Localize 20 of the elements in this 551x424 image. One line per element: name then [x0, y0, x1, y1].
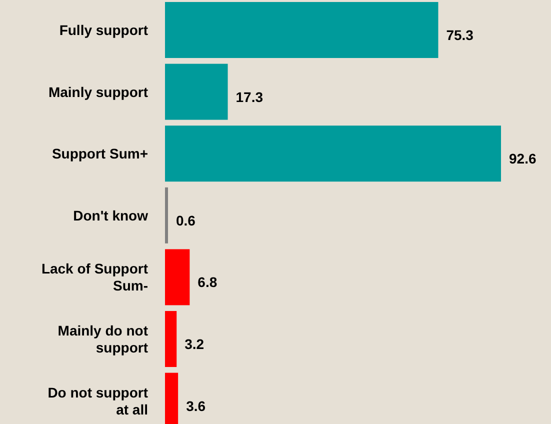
data-label: 3.2 [184, 336, 204, 352]
data-label: 6.8 [198, 274, 218, 290]
y-tick-label: Support Sum+ [52, 146, 148, 162]
y-tick-label: Mainly support [48, 84, 148, 100]
bar [165, 126, 501, 182]
y-tick-label: Fully support [59, 22, 148, 38]
data-label: 0.6 [176, 212, 196, 228]
data-label: 17.3 [236, 88, 264, 105]
y-tick-label: Do not support at all [48, 384, 148, 418]
bar [165, 64, 228, 120]
y-tick-label: Mainly do not support [58, 322, 148, 356]
bar [165, 311, 177, 367]
y-tick-label: Don't know [73, 207, 148, 224]
bar [165, 249, 190, 306]
data-label: 92.6 [509, 150, 536, 167]
y-tick-label: Lack of Support Sum- [41, 260, 148, 294]
data-label: 3.6 [186, 398, 206, 414]
data-label: 75.3 [446, 27, 474, 43]
bar [165, 2, 438, 58]
bar [165, 187, 168, 244]
